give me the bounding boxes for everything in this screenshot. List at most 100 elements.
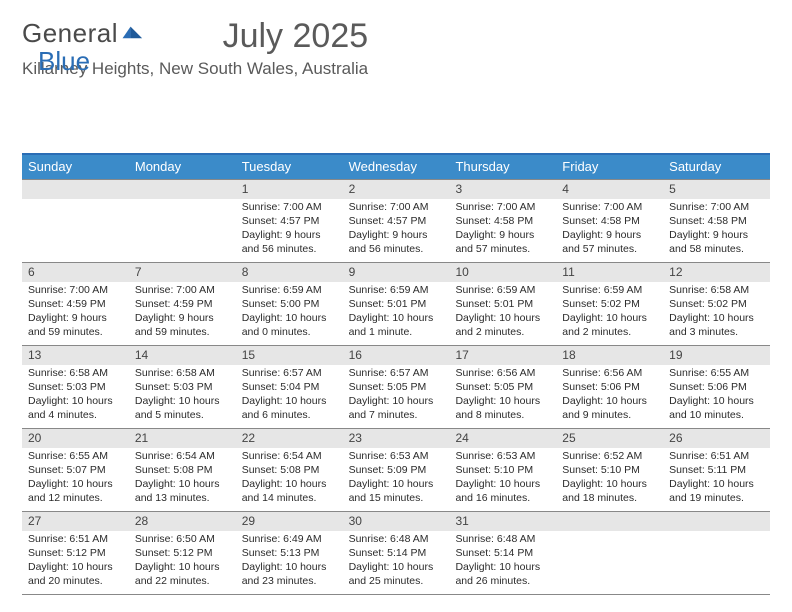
day-body: Sunrise: 7:00 AMSunset: 4:59 PMDaylight:… — [129, 282, 236, 343]
day-line: Daylight: 10 hours — [242, 312, 337, 326]
day-line: Sunrise: 6:49 AM — [242, 533, 337, 547]
day-cell: 17Sunrise: 6:56 AMSunset: 5:05 PMDayligh… — [449, 346, 556, 428]
day-line: Sunset: 4:59 PM — [28, 298, 123, 312]
day-line: Sunrise: 6:53 AM — [455, 450, 550, 464]
day-cell — [22, 180, 129, 262]
day-body: Sunrise: 6:59 AMSunset: 5:02 PMDaylight:… — [556, 282, 663, 343]
day-line: Sunrise: 6:56 AM — [562, 367, 657, 381]
day-cell: 18Sunrise: 6:56 AMSunset: 5:06 PMDayligh… — [556, 346, 663, 428]
day-cell: 1Sunrise: 7:00 AMSunset: 4:57 PMDaylight… — [236, 180, 343, 262]
day-line: Daylight: 10 hours — [669, 395, 764, 409]
day-body: Sunrise: 6:56 AMSunset: 5:05 PMDaylight:… — [449, 365, 556, 426]
day-number: 28 — [129, 512, 236, 531]
day-line: Sunset: 5:10 PM — [455, 464, 550, 478]
day-line: Sunrise: 7:00 AM — [562, 201, 657, 215]
day-body: Sunrise: 7:00 AMSunset: 4:57 PMDaylight:… — [343, 199, 450, 260]
day-line: Sunset: 5:09 PM — [349, 464, 444, 478]
day-cell: 5Sunrise: 7:00 AMSunset: 4:58 PMDaylight… — [663, 180, 770, 262]
day-line: and 4 minutes. — [28, 409, 123, 423]
day-body: Sunrise: 6:48 AMSunset: 5:14 PMDaylight:… — [343, 531, 450, 592]
day-body: Sunrise: 6:54 AMSunset: 5:08 PMDaylight:… — [236, 448, 343, 509]
day-line: and 2 minutes. — [562, 326, 657, 340]
day-cell: 12Sunrise: 6:58 AMSunset: 5:02 PMDayligh… — [663, 263, 770, 345]
day-body: Sunrise: 6:48 AMSunset: 5:14 PMDaylight:… — [449, 531, 556, 592]
day-line: Sunset: 5:05 PM — [455, 381, 550, 395]
day-line: Sunrise: 6:50 AM — [135, 533, 230, 547]
day-line: Daylight: 9 hours — [455, 229, 550, 243]
day-cell: 29Sunrise: 6:49 AMSunset: 5:13 PMDayligh… — [236, 512, 343, 594]
day-line: and 59 minutes. — [28, 326, 123, 340]
day-cell — [556, 512, 663, 594]
day-line: and 10 minutes. — [669, 409, 764, 423]
day-line: Daylight: 10 hours — [242, 561, 337, 575]
day-cell: 23Sunrise: 6:53 AMSunset: 5:09 PMDayligh… — [343, 429, 450, 511]
day-body: Sunrise: 7:00 AMSunset: 4:59 PMDaylight:… — [22, 282, 129, 343]
day-line: Sunset: 5:03 PM — [135, 381, 230, 395]
day-body — [22, 199, 129, 205]
week-row: 1Sunrise: 7:00 AMSunset: 4:57 PMDaylight… — [22, 179, 770, 262]
day-cell: 25Sunrise: 6:52 AMSunset: 5:10 PMDayligh… — [556, 429, 663, 511]
day-line: Daylight: 10 hours — [242, 395, 337, 409]
day-cell: 8Sunrise: 6:59 AMSunset: 5:00 PMDaylight… — [236, 263, 343, 345]
day-line: Daylight: 10 hours — [135, 478, 230, 492]
day-body: Sunrise: 6:58 AMSunset: 5:03 PMDaylight:… — [129, 365, 236, 426]
day-line: Daylight: 10 hours — [135, 395, 230, 409]
day-line: Sunset: 5:11 PM — [669, 464, 764, 478]
day-line: Daylight: 9 hours — [135, 312, 230, 326]
day-cell: 9Sunrise: 6:59 AMSunset: 5:01 PMDaylight… — [343, 263, 450, 345]
day-line: Sunset: 4:58 PM — [669, 215, 764, 229]
day-number: 22 — [236, 429, 343, 448]
day-line: Sunset: 5:07 PM — [28, 464, 123, 478]
day-line: Sunrise: 6:53 AM — [349, 450, 444, 464]
day-body: Sunrise: 6:55 AMSunset: 5:06 PMDaylight:… — [663, 365, 770, 426]
day-line: Daylight: 10 hours — [28, 478, 123, 492]
day-line: Sunset: 5:08 PM — [135, 464, 230, 478]
day-body: Sunrise: 6:50 AMSunset: 5:12 PMDaylight:… — [129, 531, 236, 592]
day-body: Sunrise: 6:58 AMSunset: 5:03 PMDaylight:… — [22, 365, 129, 426]
day-cell: 16Sunrise: 6:57 AMSunset: 5:05 PMDayligh… — [343, 346, 450, 428]
day-line: Sunrise: 6:52 AM — [562, 450, 657, 464]
day-line: Sunrise: 6:51 AM — [669, 450, 764, 464]
dow-cell: Sunday — [22, 155, 129, 179]
day-line: Sunrise: 7:00 AM — [669, 201, 764, 215]
day-body: Sunrise: 6:49 AMSunset: 5:13 PMDaylight:… — [236, 531, 343, 592]
day-line: Sunrise: 6:59 AM — [349, 284, 444, 298]
day-body: Sunrise: 6:56 AMSunset: 5:06 PMDaylight:… — [556, 365, 663, 426]
day-body: Sunrise: 7:00 AMSunset: 4:58 PMDaylight:… — [449, 199, 556, 260]
day-cell: 11Sunrise: 6:59 AMSunset: 5:02 PMDayligh… — [556, 263, 663, 345]
weeks-container: 1Sunrise: 7:00 AMSunset: 4:57 PMDaylight… — [22, 179, 770, 595]
day-line: and 7 minutes. — [349, 409, 444, 423]
logo: General — [22, 18, 148, 49]
day-line: and 57 minutes. — [562, 243, 657, 257]
day-line: Daylight: 9 hours — [28, 312, 123, 326]
day-cell: 4Sunrise: 7:00 AMSunset: 4:58 PMDaylight… — [556, 180, 663, 262]
day-line: and 56 minutes. — [349, 243, 444, 257]
day-line: Sunset: 5:13 PM — [242, 547, 337, 561]
day-line: Sunset: 5:14 PM — [349, 547, 444, 561]
day-cell: 19Sunrise: 6:55 AMSunset: 5:06 PMDayligh… — [663, 346, 770, 428]
day-line: Daylight: 10 hours — [455, 395, 550, 409]
day-number: 25 — [556, 429, 663, 448]
day-number — [663, 512, 770, 531]
day-number: 29 — [236, 512, 343, 531]
day-cell: 6Sunrise: 7:00 AMSunset: 4:59 PMDaylight… — [22, 263, 129, 345]
day-cell — [129, 180, 236, 262]
day-number: 18 — [556, 346, 663, 365]
day-line: and 3 minutes. — [669, 326, 764, 340]
day-line: Daylight: 10 hours — [28, 561, 123, 575]
day-of-week-row: SundayMondayTuesdayWednesdayThursdayFrid… — [22, 153, 770, 179]
day-line: Daylight: 10 hours — [349, 561, 444, 575]
day-line: Sunset: 5:03 PM — [28, 381, 123, 395]
day-line: Sunrise: 6:57 AM — [349, 367, 444, 381]
day-number: 10 — [449, 263, 556, 282]
day-line: Daylight: 9 hours — [242, 229, 337, 243]
day-line: Sunrise: 6:59 AM — [242, 284, 337, 298]
day-line: and 18 minutes. — [562, 492, 657, 506]
day-number: 15 — [236, 346, 343, 365]
day-number: 2 — [343, 180, 450, 199]
day-number: 24 — [449, 429, 556, 448]
day-line: Sunset: 5:02 PM — [669, 298, 764, 312]
day-line: Daylight: 10 hours — [455, 312, 550, 326]
day-number: 31 — [449, 512, 556, 531]
day-number: 11 — [556, 263, 663, 282]
